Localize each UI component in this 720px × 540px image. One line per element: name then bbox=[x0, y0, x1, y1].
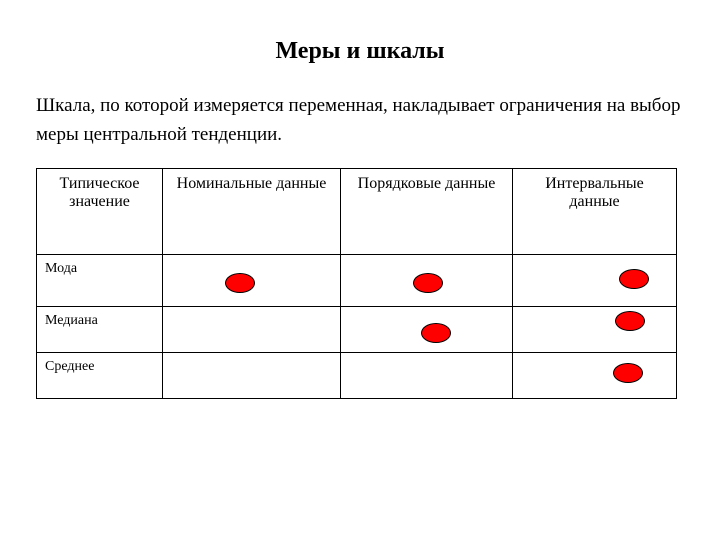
marker-icon bbox=[619, 269, 649, 289]
marker-icon bbox=[413, 273, 443, 293]
col-header-0: Типическое значение bbox=[37, 168, 163, 254]
row-label-0: Мода bbox=[37, 254, 163, 306]
slide-title: Меры и шкалы bbox=[36, 38, 684, 65]
table-cell bbox=[341, 254, 513, 306]
row-label-1: Медиана bbox=[37, 306, 163, 352]
table-cell bbox=[163, 254, 341, 306]
table-cell bbox=[341, 352, 513, 398]
col-header-1: Номинальные данные bbox=[163, 168, 341, 254]
row-label-2: Среднее bbox=[37, 352, 163, 398]
table-cell bbox=[513, 352, 677, 398]
table-cell bbox=[513, 306, 677, 352]
col-header-2: Порядковые данные bbox=[341, 168, 513, 254]
table-row: Мода bbox=[37, 254, 677, 306]
col-header-3: Интервальные данные bbox=[513, 168, 677, 254]
table-cell bbox=[163, 352, 341, 398]
measures-table: Типическое значение Номинальные данные П… bbox=[36, 168, 677, 399]
table-cell bbox=[163, 306, 341, 352]
table-cell bbox=[341, 306, 513, 352]
table-row: Медиана bbox=[37, 306, 677, 352]
marker-icon bbox=[225, 273, 255, 293]
marker-icon bbox=[421, 323, 451, 343]
table-cell bbox=[513, 254, 677, 306]
table-header-row: Типическое значение Номинальные данные П… bbox=[37, 168, 677, 254]
lead-paragraph: Шкала, по которой измеряется переменная,… bbox=[36, 91, 684, 150]
slide-container: Меры и шкалы Шкала, по которой измеряетс… bbox=[0, 0, 720, 540]
table-row: Среднее bbox=[37, 352, 677, 398]
marker-icon bbox=[615, 311, 645, 331]
marker-icon bbox=[613, 363, 643, 383]
